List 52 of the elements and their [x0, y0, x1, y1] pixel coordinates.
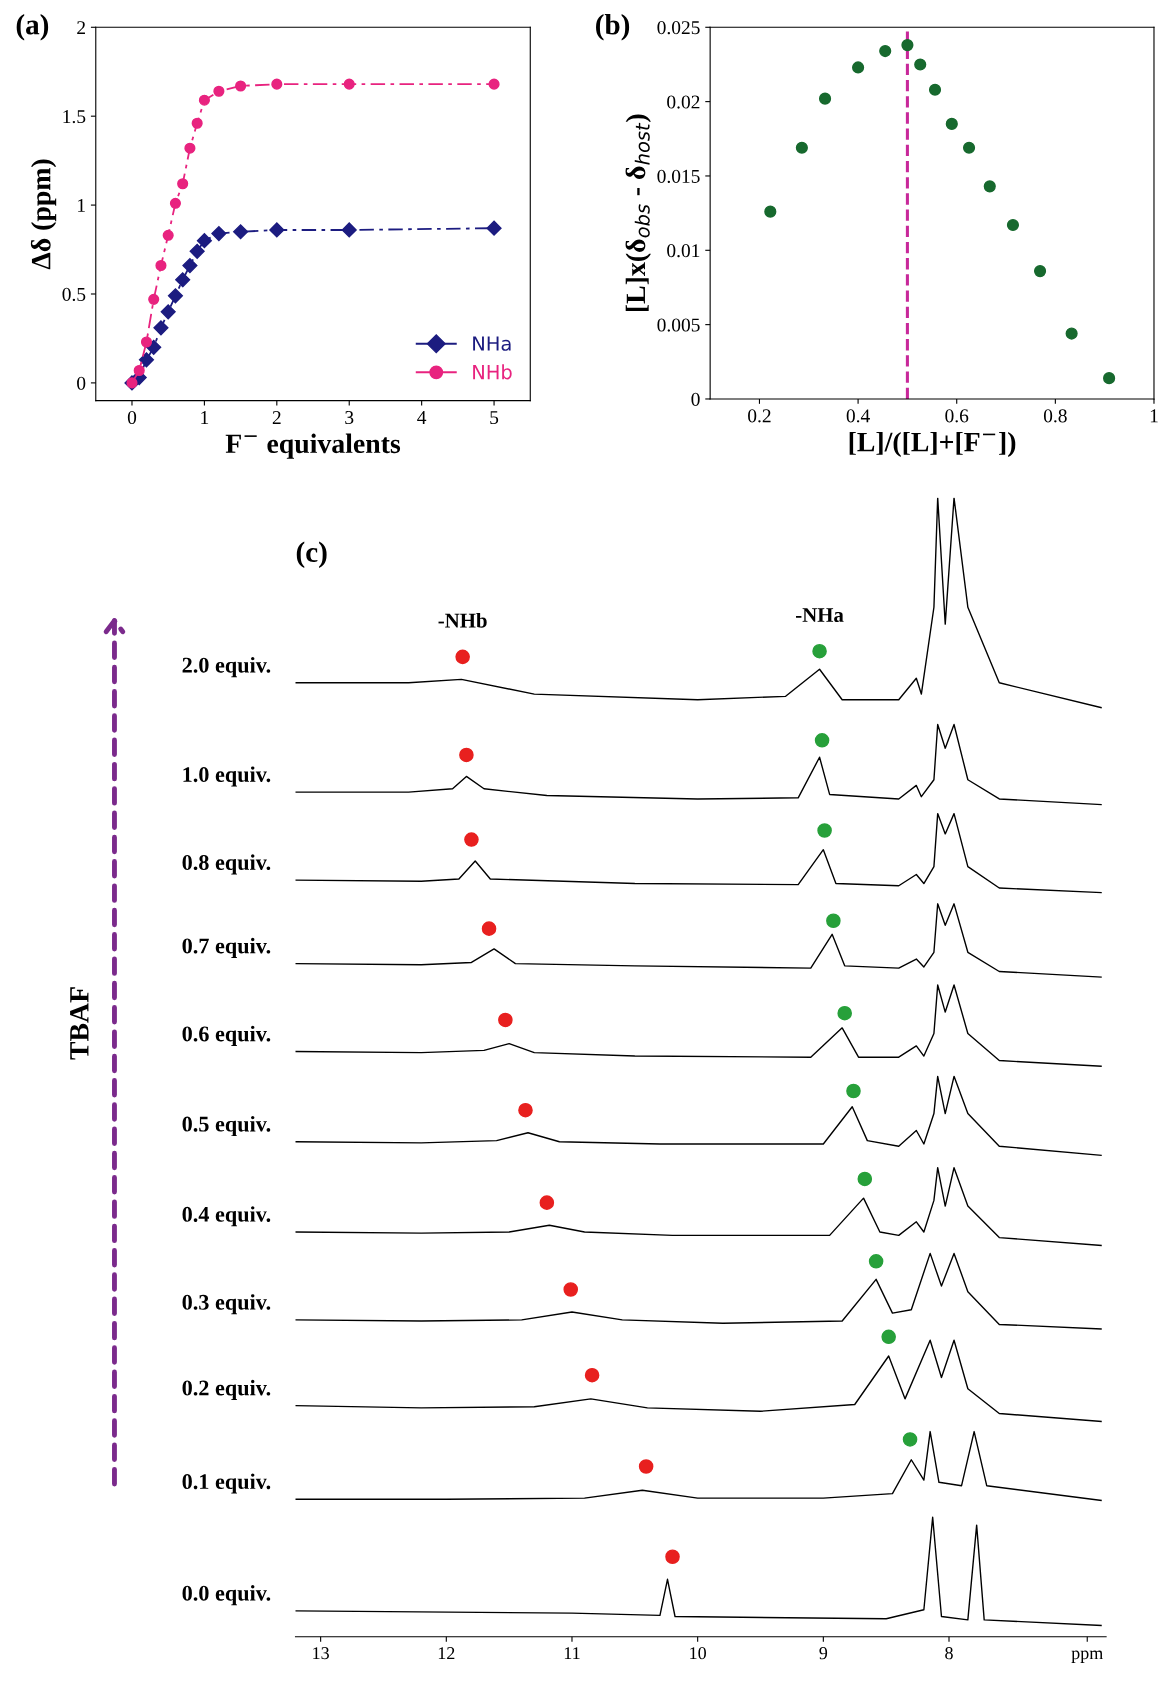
x-tick-label: 13 [313, 1647, 329, 1660]
x-axis-title: F$^{−}$ equivalents [225, 433, 401, 459]
y-tick-label: 0.025 [657, 21, 700, 35]
series-label: 0.5 equiv. [182, 1115, 271, 1137]
y-tick-label: 0 [691, 392, 700, 406]
y-tick-label: 0.005 [657, 318, 700, 332]
x-tick-label: 0.6 [945, 409, 969, 423]
series-label: 0.4 equiv. [182, 1206, 271, 1227]
series-label: 0.0 equiv. [182, 1585, 271, 1606]
x-tick-label: 3 [345, 411, 354, 425]
x-tick-label: 1 [1150, 409, 1158, 423]
series-label: 0.2 equiv. [182, 1379, 271, 1400]
y-tick-label: 0.01 [667, 244, 700, 258]
x-axis-title: [L]/([L]+[F$^{−}$]) [849, 431, 1016, 458]
series-label: 0.6 equiv. [182, 1025, 271, 1046]
annotation: -NHb [438, 612, 487, 628]
legend-label: NHb [473, 364, 512, 380]
y-tick-label: 0.5 [62, 287, 86, 302]
series-label: 0.7 equiv. [182, 937, 271, 958]
y-tick-label: 0.015 [657, 169, 700, 183]
y-tick-label: 0.02 [667, 95, 700, 109]
x-tick-label: 9 [819, 1647, 828, 1660]
text: TBAF [70, 987, 89, 1060]
x-tick-label: 11 [564, 1647, 580, 1660]
annotation: -NHa [796, 608, 844, 622]
x-tick-label: 2 [272, 411, 281, 424]
legend-label: NHa [473, 336, 511, 351]
y-tick-label: 0 [77, 376, 86, 390]
x-tick-label: 0.4 [846, 409, 870, 423]
x-tick-label: 8 [945, 1647, 953, 1660]
x-tick-label: 1 [201, 411, 209, 424]
x-tick-label: ppm [1071, 1650, 1104, 1663]
text: (c) [296, 541, 327, 569]
series-label: 2.0 equiv. [182, 657, 271, 678]
x-tick-label: 0.8 [1043, 409, 1067, 423]
chart-title: (b) [596, 14, 630, 41]
y-tick-label: 1 [78, 199, 85, 212]
series-label: 0.1 equiv. [182, 1473, 271, 1494]
x-tick-label: 10 [690, 1647, 706, 1660]
series-label: 1.0 equiv. [183, 766, 271, 787]
x-tick-label: 0.2 [748, 409, 771, 423]
series-label: 0.8 equiv. [182, 854, 271, 875]
y-axis-title: [L]x(δ$_{obs}$ - δ$_{host}$) [625, 114, 651, 312]
series-label: 0.3 equiv. [182, 1294, 271, 1315]
x-tick-label: 0 [127, 410, 137, 425]
x-tick-label: 12 [438, 1647, 455, 1660]
y-axis-title: Δδ (ppm) [30, 159, 57, 270]
chart-title: (a) [16, 14, 49, 41]
x-tick-label: 5 [490, 411, 499, 425]
y-tick-label: 1.5 [63, 110, 86, 124]
x-tick-label: 4 [417, 411, 427, 424]
y-tick-label: 2 [77, 21, 85, 35]
